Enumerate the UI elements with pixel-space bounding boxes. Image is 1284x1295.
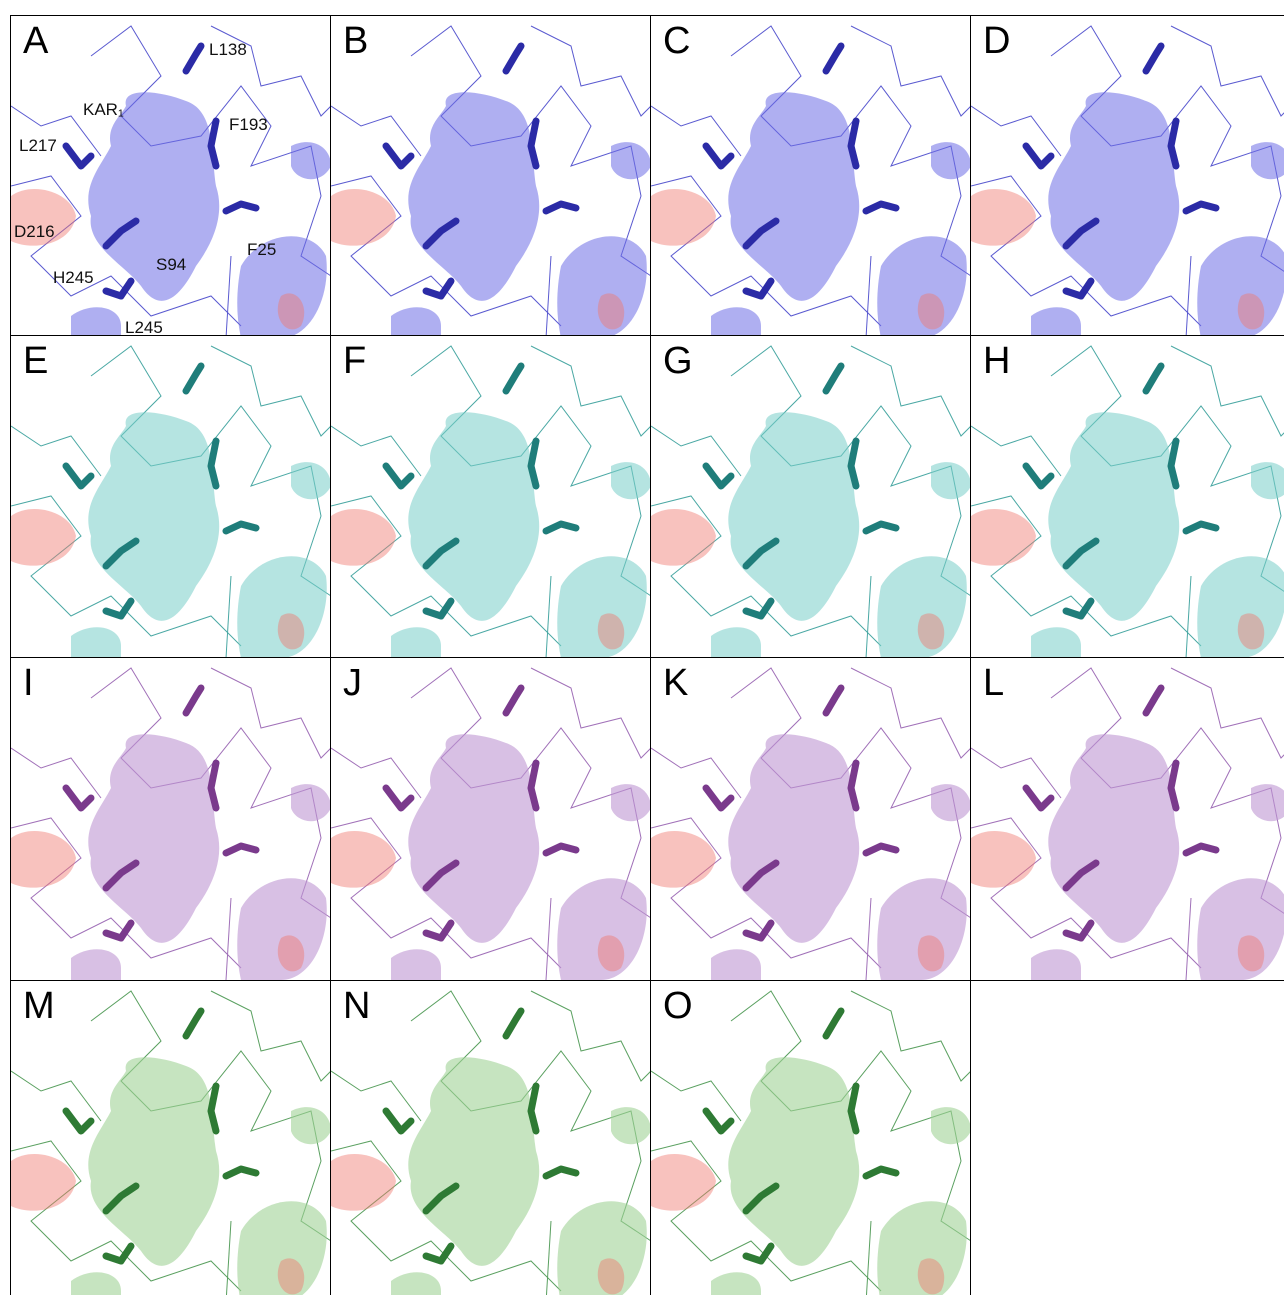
panel: J (330, 657, 651, 981)
panel-label: B (343, 20, 369, 62)
panel: L (970, 657, 1284, 981)
structure-render (651, 26, 970, 335)
panel: O (650, 980, 971, 1295)
residue-label: L245 (125, 318, 163, 336)
structure-render (331, 991, 650, 1295)
residue-label: S94 (156, 255, 187, 274)
structure-render (11, 991, 330, 1295)
panel-label: M (23, 985, 55, 1027)
panel-label: E (23, 340, 49, 382)
structure-render (331, 346, 650, 657)
panel: H (970, 335, 1284, 658)
panel-label: I (23, 662, 34, 704)
panel-label: K (663, 662, 689, 704)
panel-label: H (983, 340, 1011, 382)
residue-label: F193 (229, 115, 268, 134)
residue-label: L138 (209, 40, 247, 59)
panel-label: G (663, 340, 693, 382)
structure-render (331, 26, 650, 335)
panel-label: C (663, 20, 691, 62)
panel: M (10, 980, 331, 1295)
structure-render (651, 991, 970, 1295)
panel-label: A (23, 20, 49, 62)
structure-render (971, 26, 1284, 335)
panel: D (970, 15, 1284, 336)
panel-label: O (663, 985, 693, 1027)
residue-label: F25 (247, 240, 277, 259)
panel: K (650, 657, 971, 981)
panel: E (10, 335, 331, 658)
panel-label: N (343, 985, 371, 1027)
panel: G (650, 335, 971, 658)
structure-render (11, 346, 330, 657)
panel-label: D (983, 20, 1011, 62)
panel: F (330, 335, 651, 658)
panel-label: F (343, 340, 367, 382)
structure-render (11, 26, 330, 335)
panel-label: J (343, 662, 362, 704)
residue-label: L217 (19, 136, 57, 155)
structure-render (651, 346, 970, 657)
panel: I (10, 657, 331, 981)
panel: B (330, 15, 651, 336)
panel: C (650, 15, 971, 336)
structure-render (331, 668, 650, 980)
panel-label: L (983, 662, 1005, 704)
residue-label: KAR₁ (83, 100, 124, 119)
structure-render (971, 668, 1284, 980)
structure-render (971, 346, 1284, 657)
residue-label: D216 (14, 222, 55, 241)
structure-render (651, 668, 970, 980)
panel: A L138 KAR₁ F193 L217 D216 S94 F25 H245 L245 (10, 15, 331, 336)
residue-label: H245 (53, 268, 94, 287)
structure-render (11, 668, 330, 980)
panel: N (330, 980, 651, 1295)
